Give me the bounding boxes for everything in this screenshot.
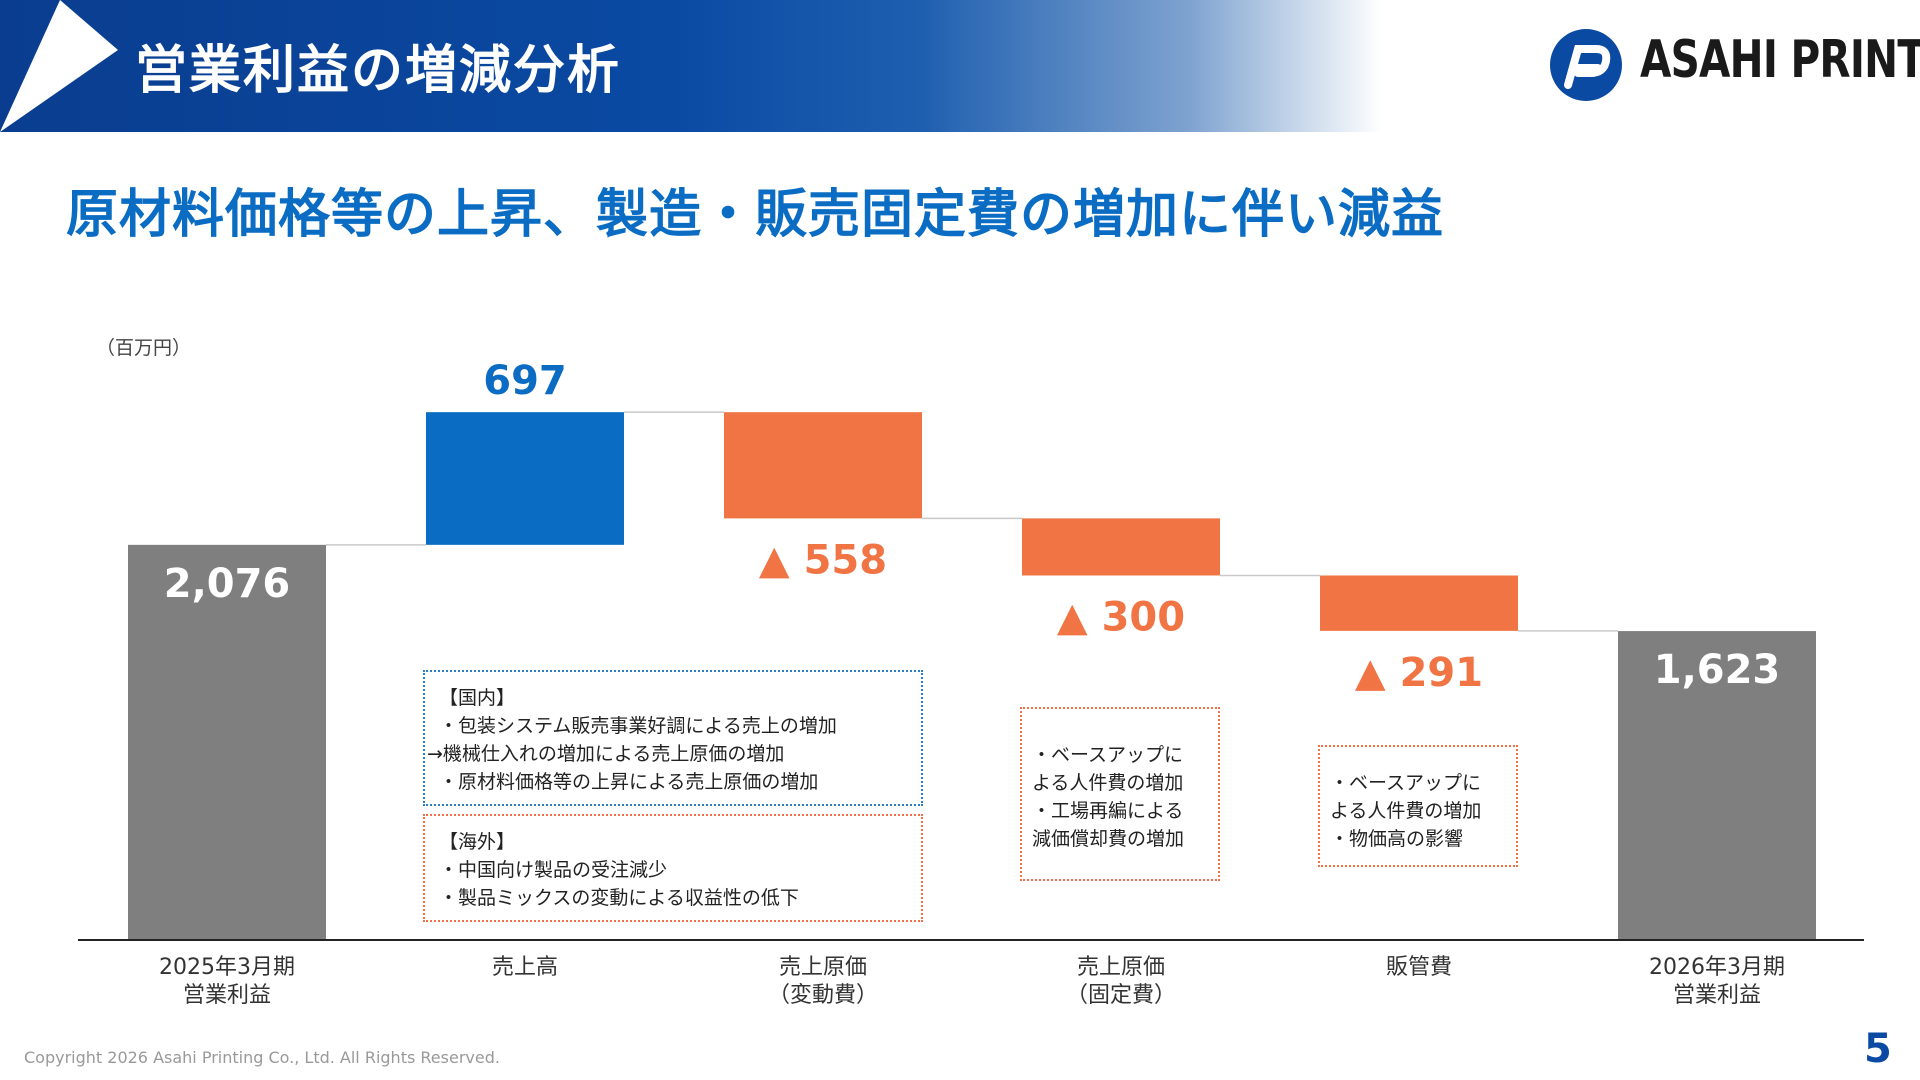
logo-icon — [1550, 29, 1622, 101]
note-overseas-heading: 【海外】 — [439, 831, 516, 853]
unit-label: （百万円） — [96, 337, 192, 359]
page-number: 5 — [1864, 1026, 1892, 1072]
note-fixed-cost: ・ベースアップに よる人件費の増加 ・工場再編による 減価償却費の増加 — [1020, 707, 1220, 881]
note-overseas: 【海外】 ・中国向け製品の受注減少 ・製品ミックスの変動による収益性の低下 — [423, 814, 923, 922]
note-overseas-line: ・製品ミックスの変動による収益性の低下 — [439, 887, 799, 909]
page-title: 営業利益の増減分析 — [135, 41, 622, 101]
header-triangle-decoration — [0, 0, 118, 132]
category-label: （固定費） — [1066, 983, 1176, 1008]
data-label: ▲ 300 — [1057, 594, 1185, 640]
note-sga: ・ベースアップに よる人件費の増加 ・物価高の影響 — [1318, 745, 1518, 867]
category-label: 営業利益 — [183, 983, 271, 1008]
bar-decrease — [1022, 518, 1220, 576]
data-label: 2,076 — [164, 561, 291, 607]
copyright: Copyright 2026 Asahi Printing Co., Ltd. … — [24, 1048, 500, 1067]
logo-text: ASAHI PRINTING — [1640, 30, 1920, 90]
slide-subtitle: 原材料価格等の上昇、製造・販売固定費の増加に伴い減益 — [66, 185, 1445, 245]
note-domestic-line: →機械仕入れの増加による売上原価の増加 — [427, 743, 785, 765]
category-label: 売上高 — [492, 955, 558, 980]
note-domestic-heading: 【国内】 — [439, 687, 516, 709]
category-label: 2026年3月期 — [1649, 955, 1785, 980]
note-fixed-cost-line: ・ベースアップに — [1032, 744, 1184, 766]
note-sga-line: ・ベースアップに — [1330, 772, 1482, 794]
data-label: ▲ 291 — [1355, 650, 1483, 696]
category-label: 売上原価 — [779, 955, 867, 980]
bar-total — [1618, 631, 1816, 940]
note-fixed-cost-line: よる人件費の増加 — [1032, 772, 1184, 794]
bar-increase — [426, 412, 624, 545]
category-label: 売上原価 — [1077, 955, 1165, 980]
note-domestic-line: ・原材料価格等の上昇による売上原価の増加 — [439, 771, 819, 793]
category-label: 営業利益 — [1673, 983, 1761, 1008]
data-label: 1,623 — [1654, 647, 1781, 693]
category-label: 販管費 — [1386, 955, 1452, 980]
note-fixed-cost-line: ・工場再編による — [1032, 800, 1184, 822]
bar-decrease — [724, 412, 922, 519]
note-sga-line: ・物価高の影響 — [1330, 828, 1464, 850]
note-sga-line: よる人件費の増加 — [1330, 800, 1482, 822]
bar-decrease — [1320, 575, 1518, 631]
note-domestic-line: ・包装システム販売事業好調による売上の増加 — [439, 715, 837, 737]
bar-total — [128, 544, 326, 940]
category-label: 2025年3月期 — [159, 955, 295, 980]
data-label: ▲ 558 — [759, 537, 887, 583]
data-label: 697 — [483, 358, 567, 404]
category-label: （変動費） — [768, 983, 878, 1008]
note-domestic: 【国内】 ・包装システム販売事業好調による売上の増加 →機械仕入れの増加による売… — [423, 670, 923, 806]
note-fixed-cost-line: 減価償却費の増加 — [1032, 828, 1185, 850]
note-overseas-line: ・中国向け製品の受注減少 — [439, 859, 668, 881]
